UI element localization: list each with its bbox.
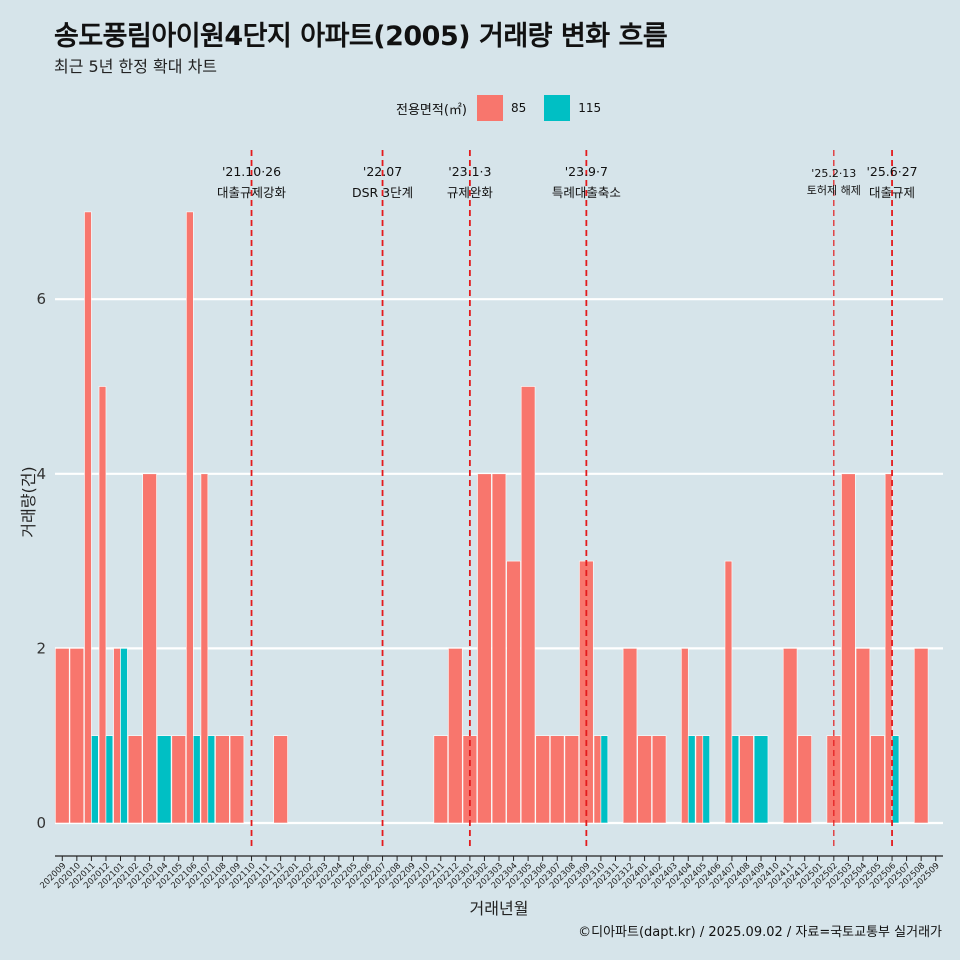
bar-202010-85 — [69, 648, 85, 824]
bar-202107-115 — [207, 735, 216, 824]
bar-202408-85 — [739, 735, 754, 824]
legend-label-85: 85 — [510, 101, 527, 115]
legend: 전용면적(㎡) 85 115 — [396, 94, 619, 122]
event-date-202502: '25.2·13 — [811, 167, 856, 180]
bar-202409-115 — [753, 735, 769, 824]
event-date-202110: '21.10·26 — [222, 164, 281, 179]
bar-202412-85 — [797, 735, 812, 824]
bar-202009-85 — [55, 648, 70, 824]
bar-202503-85 — [841, 473, 856, 824]
event-date-202506: '25.6·27 — [866, 164, 917, 179]
y-tick-label-0: 0 — [36, 814, 46, 832]
bar-202012-115 — [105, 735, 114, 824]
source-caption: ©디아파트(dapt.kr) / 2025.09.02 / 자료=국토교통부 실… — [578, 925, 942, 940]
event-label-202502: 토허제 해제 — [807, 183, 861, 197]
bar-202504-85 — [855, 648, 871, 824]
bar-202301-85 — [462, 735, 478, 824]
bar-202305-85 — [520, 386, 536, 824]
bar-202211-85 — [433, 735, 448, 824]
bar-202401-85 — [637, 735, 652, 824]
y-tick-label-6: 6 — [36, 290, 46, 308]
bar-202411-85 — [782, 648, 798, 824]
legend-swatch-85 — [476, 95, 503, 121]
bar-202405-115 — [702, 735, 711, 824]
bar-202101-115 — [120, 648, 128, 824]
bar-202404-85 — [681, 648, 689, 824]
event-label-202110: 대출규제강화 — [217, 185, 287, 200]
bar-202407-85 — [724, 560, 733, 824]
bar-202312-85 — [622, 648, 638, 824]
bar-202310-115 — [600, 735, 609, 824]
bar-202101-85 — [113, 648, 121, 824]
legend-title: 전용면적(㎡) — [396, 102, 467, 118]
bar-202307-85 — [550, 735, 565, 824]
bar-202011-115 — [91, 735, 99, 824]
event-date-202301: '23.1·3 — [448, 164, 491, 179]
chart-title: 송도풍림아이원4단지 아파트(2005) 거래량 변화 흐름 — [54, 21, 668, 52]
bar-202012-85 — [98, 386, 107, 824]
bar-202405-85 — [695, 735, 704, 824]
bar-202404-115 — [687, 735, 696, 824]
y-tick-label-4: 4 — [36, 465, 46, 483]
bar-202306-85 — [535, 735, 550, 824]
bar-202506-115 — [891, 735, 900, 824]
event-label-202301: 규제완화 — [447, 185, 494, 200]
bar-202303-85 — [491, 473, 507, 824]
bar-202109-85 — [229, 735, 245, 824]
bar-202106-115 — [192, 735, 201, 824]
event-date-202207: '22.07 — [363, 164, 402, 179]
bar-202108-85 — [215, 735, 230, 824]
event-label-202309: 특례대출축소 — [552, 185, 621, 200]
bar-202302-85 — [477, 473, 492, 824]
bar-202505-85 — [870, 735, 885, 824]
bar-202506-85 — [884, 473, 893, 824]
bar-202502-85 — [826, 735, 842, 824]
bar-202508-85 — [913, 648, 929, 824]
bar-202105-85 — [171, 735, 186, 824]
bar-202407-115 — [731, 735, 740, 824]
x-axis-label: 거래년월 — [470, 899, 529, 918]
bar-202103-85 — [142, 473, 157, 824]
legend-swatch-115 — [544, 95, 571, 121]
bar-202402-85 — [651, 735, 667, 824]
bar-202107-85 — [200, 473, 209, 824]
bar-202304-85 — [506, 560, 521, 824]
bar-202310-85 — [593, 735, 602, 824]
bar-202102-85 — [127, 735, 143, 824]
bar-202106-85 — [186, 211, 194, 824]
y-tick-label-2: 2 — [36, 639, 46, 657]
event-label-202207: DSR 3단계 — [352, 185, 413, 200]
event-label-202506: 대출규제 — [869, 185, 915, 200]
bar-202112-85 — [273, 735, 288, 824]
bar-202308-85 — [564, 735, 580, 824]
chart-subtitle: 최근 5년 한정 확대 차트 — [54, 57, 218, 76]
event-date-202309: '23.9·7 — [565, 164, 608, 179]
legend-label-115: 115 — [578, 101, 602, 115]
bar-202011-85 — [84, 211, 92, 824]
y-axis-label: 거래량(건) — [19, 466, 38, 537]
bar-202104-115 — [156, 735, 172, 824]
bar-202212-85 — [448, 648, 463, 824]
